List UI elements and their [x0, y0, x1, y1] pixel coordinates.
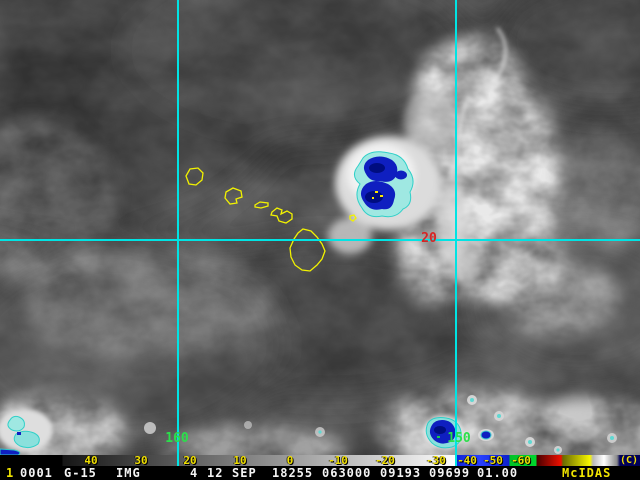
- satellite-id: G-15: [64, 466, 97, 480]
- status-bar: 1 0001 G-15 IMG 4 12 SEP 18255 063000 09…: [0, 466, 640, 480]
- colorbar-gradient: [0, 455, 640, 466]
- coldest-pixel-specks: [372, 191, 383, 199]
- grid-label-20n: 20: [421, 231, 437, 246]
- day-of-week: 4: [190, 466, 199, 480]
- island-outline-islet: [349, 214, 357, 222]
- temperature-colorbar: 40 30 20 10 0 -10 -20 -30 -40 -50 -60 (C): [0, 455, 640, 466]
- satellite-image-view[interactable]: 160 150 20: [0, 0, 640, 455]
- colorbar-tick-label: 30: [134, 454, 148, 467]
- satellite-image: 160 150 20: [0, 0, 640, 455]
- grid-line-150w-overlay: [455, 455, 457, 466]
- colorbar-tick-label: -50: [483, 454, 503, 467]
- grid-line-160w-overlay: [177, 455, 179, 466]
- day-of-month: 12: [207, 466, 224, 480]
- island-outline-oahu: [224, 187, 243, 205]
- colorbar-tick-label: 0: [286, 454, 294, 467]
- frame-number: 1: [6, 466, 15, 480]
- grid-line-150w: [455, 0, 457, 455]
- colorbar-tick-label: -40: [457, 454, 477, 467]
- colorbar-tick-label: 10: [233, 454, 247, 467]
- mcidas-brand: McIDAS: [562, 466, 612, 480]
- grid-line-160w: [177, 0, 179, 455]
- grid-label-150w: 150: [447, 431, 471, 446]
- julian-date: 18255: [272, 466, 314, 480]
- colorbar-tick-label: -20: [375, 454, 395, 467]
- colorbar-tick-label: -30: [426, 454, 446, 467]
- colorbar-unit-label: (C): [619, 455, 638, 466]
- island-outline-kauai: [185, 167, 204, 186]
- island-outline-molokai: [254, 201, 269, 209]
- image-id-2: 09699: [429, 466, 471, 480]
- magnification: 01.00: [477, 466, 519, 480]
- image-time: 063000: [322, 466, 372, 480]
- bottom-cloud-band: [0, 0, 640, 455]
- colorbar-tick-label: 20: [183, 454, 197, 467]
- small-convective-cells: [144, 395, 617, 454]
- colorbar-tick-label: 40: [84, 454, 98, 467]
- image-number: 0001: [20, 466, 53, 480]
- image-type: IMG: [116, 466, 141, 480]
- storm-cold-cores: [354, 151, 414, 218]
- image-id-1: 09193: [380, 466, 422, 480]
- island-outline-maui: [270, 207, 293, 224]
- grid-line-20n: [0, 239, 640, 241]
- month: SEP: [232, 466, 257, 480]
- grid-label-160w: 160: [165, 431, 189, 446]
- colorbar-tick-label: -60: [511, 454, 531, 467]
- bottom-right-cold-cell: [423, 416, 494, 449]
- colorbar-tick-label: -10: [328, 454, 348, 467]
- bottom-left-cold-cells: [0, 409, 52, 455]
